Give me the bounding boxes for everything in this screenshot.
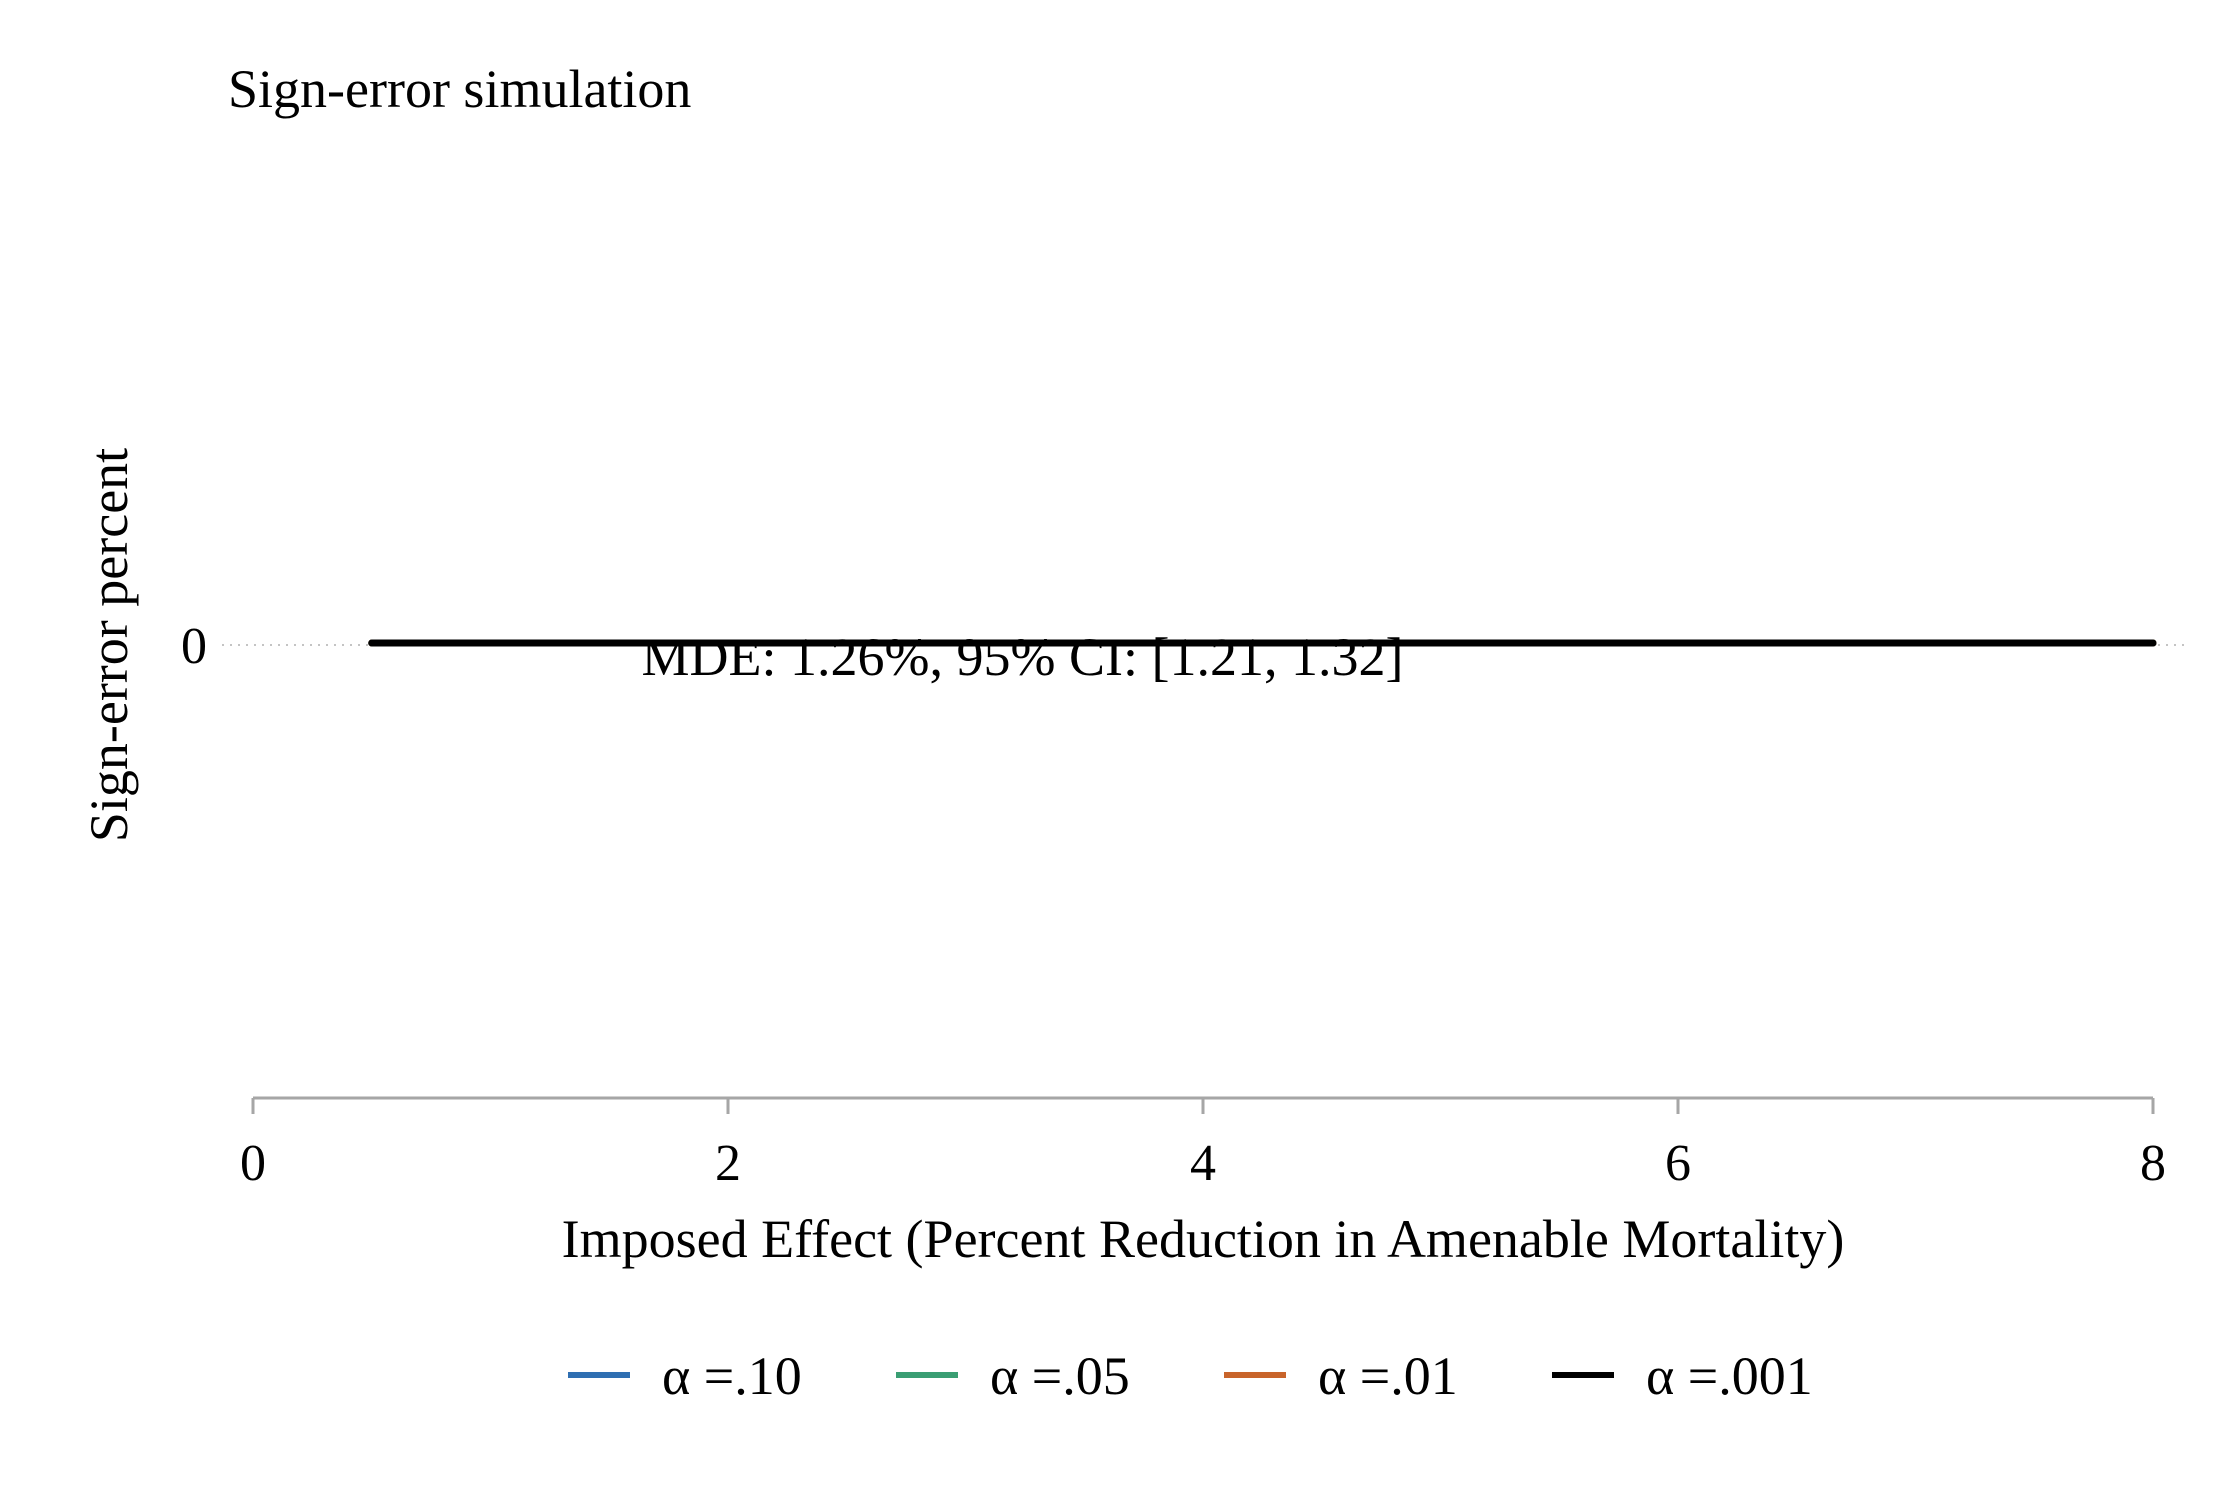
y-tick-label: 0 bbox=[181, 618, 207, 675]
x-tick-label: 8 bbox=[2140, 1135, 2166, 1192]
x-tick-label: 2 bbox=[715, 1135, 741, 1192]
x-tick-label: 4 bbox=[1190, 1135, 1216, 1192]
chart-title: Sign-error simulation bbox=[228, 59, 691, 119]
legend: α =.10 α =.05 α =.01 α =.001 bbox=[568, 1346, 1813, 1406]
legend-label-1: α =.10 bbox=[662, 1346, 802, 1406]
mde-annotation: MDE: 1.26%, 95% CI: [1.21, 1.32] bbox=[642, 627, 1404, 687]
y-axis-title: Sign-error percent bbox=[79, 448, 139, 842]
x-axis-title: Imposed Effect (Percent Reduction in Ame… bbox=[562, 1209, 1845, 1269]
x-axis: 0 2 4 6 8 bbox=[240, 1098, 2166, 1192]
legend-label-3: α =.01 bbox=[1318, 1346, 1458, 1406]
annotations: MDE: 1.26%, 95% CI: [1.21, 1.32] bbox=[642, 627, 1404, 687]
y-axis: 0 bbox=[181, 618, 207, 675]
x-tick-label: 0 bbox=[240, 1135, 266, 1192]
legend-label-2: α =.05 bbox=[990, 1346, 1130, 1406]
legend-label-4: α =.001 bbox=[1646, 1346, 1813, 1406]
x-tick-label: 6 bbox=[1665, 1135, 1691, 1192]
